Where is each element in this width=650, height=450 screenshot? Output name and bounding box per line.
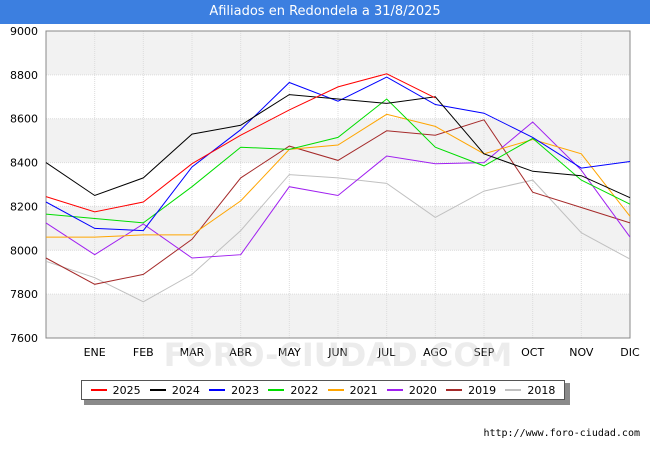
legend-item-2021: 2021 [327,383,378,397]
legend-label: 2025 [112,383,141,397]
legend-swatch [209,389,226,391]
x-tick-label: JUL [377,346,396,359]
legend-swatch [386,389,403,391]
legend-item-2025: 2025 [90,383,141,397]
legend-item-2022: 2022 [268,384,318,397]
x-tick-label: SEP [474,346,495,359]
x-tick-label: MAY [278,346,301,359]
legend-label: 2020 [408,383,437,397]
legend-label: 2021 [349,383,378,397]
legend-item-2019: 2019 [446,384,496,397]
legend-swatch [446,389,463,391]
legend-label: 2023 [231,383,260,397]
series-line-2021 [46,113,631,238]
y-tick-label: 7800 [10,288,38,301]
series-line-2020 [45,121,631,259]
watermark: FORO-CIUDAD.COM [164,336,513,374]
series-line-2018 [45,174,631,303]
series-line-2022 [45,98,631,224]
x-tick-label: JUN [327,346,348,359]
y-tick-label: 8600 [10,113,38,126]
y-tick-label: 9000 [10,25,38,38]
series-line-2024 [45,94,631,199]
x-tick-label: MAR [180,346,205,359]
legend-label: 2022 [290,383,319,397]
legend-item-2020: 2020 [386,383,437,397]
x-tick-label: DIC [620,346,640,359]
legend-swatch [327,389,344,391]
y-tick-label: 8200 [10,200,38,213]
y-tick-label: 7600 [10,332,38,345]
source-link[interactable]: http://www.foro-ciudad.com [483,428,640,439]
x-tick-label: ENE [84,346,106,359]
y-tick-label: 8800 [10,69,38,82]
legend-label: 2019 [468,383,497,397]
series-line-2019 [45,119,631,285]
series-line-2025 [45,73,436,213]
x-tick-label: NOV [569,346,594,359]
legend-swatch [149,389,166,391]
legend-swatch [505,389,522,391]
x-tick-label: ABR [229,346,252,359]
x-tick-label: FEB [133,346,154,359]
legend: 2025 2024 2023 2022 2021 2020 2019 2018 [81,380,565,400]
legend-label: 2018 [527,383,556,397]
legend-label: 2024 [171,383,200,397]
legend-item-2018: 2018 [505,384,555,397]
legend-item-2023: 2023 [209,384,259,397]
legend-swatch [90,389,107,391]
legend-swatch [268,389,285,391]
y-tick-label: 8000 [10,244,38,257]
y-tick-label: 8400 [10,157,38,170]
x-tick-label: AGO [423,346,448,359]
chart-title: Afiliados en Redondela a 31/8/2025 [0,0,650,24]
plot-border [45,30,631,339]
legend-item-2024: 2024 [149,383,200,397]
series-line-2023 [45,76,631,232]
x-tick-label: OCT [521,346,544,359]
